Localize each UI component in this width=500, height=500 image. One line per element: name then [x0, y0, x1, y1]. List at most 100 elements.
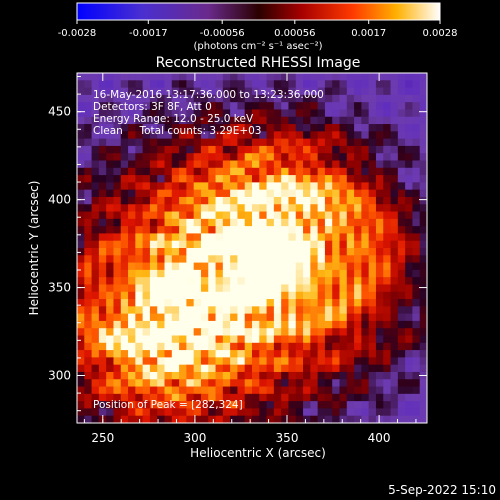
heatmap-cell — [317, 386, 326, 395]
heatmap-cell — [412, 284, 421, 293]
heatmap-cell — [281, 262, 290, 271]
heatmap-cell — [368, 335, 377, 344]
heatmap-cell — [113, 299, 122, 307]
heatmap-cell — [77, 284, 85, 293]
heatmap-cell — [77, 255, 85, 264]
heatmap-cell — [171, 306, 180, 315]
heatmap-cell — [412, 240, 421, 249]
heatmap-cell — [193, 393, 202, 402]
heatmap-cell — [317, 102, 326, 111]
heatmap-cell — [317, 204, 326, 213]
heatmap-cell — [273, 109, 282, 118]
heatmap-cell — [128, 335, 136, 344]
heatmap-cell — [237, 109, 246, 118]
heatmap-cell — [222, 277, 231, 286]
heatmap-cell — [157, 342, 166, 351]
heatmap-cell — [84, 175, 93, 183]
heatmap-cell — [354, 328, 362, 337]
heatmap-cell — [215, 87, 224, 96]
heatmap-cell — [346, 94, 355, 103]
heatmap-cell — [368, 408, 377, 417]
heatmap-cell — [259, 196, 268, 205]
heatmap-cell — [310, 240, 319, 249]
heatmap-cell — [186, 386, 195, 395]
colorbar-unit-label: (photons cm⁻² s⁻¹ asec⁻²) — [193, 41, 322, 52]
heatmap-cell — [324, 357, 333, 366]
heatmap-cell — [237, 248, 246, 256]
heatmap-cell — [317, 255, 326, 264]
heatmap-cell — [273, 131, 282, 140]
heatmap-cell — [383, 94, 392, 103]
heatmap-cell — [98, 94, 107, 103]
heatmap-cell — [142, 284, 151, 293]
heatmap-cell — [252, 167, 260, 176]
heatmap-cell — [361, 138, 370, 147]
heatmap-cell — [361, 328, 370, 337]
heatmap-cell — [252, 153, 260, 162]
heatmap-cell — [346, 233, 355, 242]
heatmap-cell — [215, 145, 224, 154]
heatmap-cell — [281, 87, 290, 96]
heatmap-cell — [295, 335, 304, 344]
heatmap-cell — [149, 313, 158, 322]
heatmap-cell — [135, 153, 144, 162]
heatmap-cell — [98, 226, 107, 235]
heatmap-cell — [200, 393, 209, 402]
heatmap-cell — [120, 196, 129, 205]
heatmap-cell — [346, 299, 355, 307]
heatmap-cell — [310, 102, 319, 111]
heatmap-cell — [412, 269, 421, 278]
heatmap-cell — [230, 167, 239, 176]
heatmap-cell — [324, 342, 333, 351]
heatmap-cell — [179, 364, 187, 373]
heatmap-cell — [375, 350, 384, 358]
heatmap-cell — [259, 291, 268, 300]
heatmap-cell — [244, 415, 253, 423]
heatmap-cell — [361, 408, 370, 417]
heatmap-cell — [98, 124, 107, 132]
heatmap-cell — [405, 167, 414, 176]
heatmap-cell — [375, 124, 384, 132]
heatmap-cell — [397, 306, 406, 315]
heatmap-cell — [149, 350, 158, 358]
heatmap-cell — [230, 116, 239, 125]
heatmap-cell — [164, 371, 173, 380]
heatmap-cell — [91, 131, 100, 140]
heatmap-cell — [259, 233, 268, 242]
heatmap-cell — [324, 386, 333, 395]
heatmap-cell — [230, 335, 239, 344]
heatmap-cell — [200, 233, 209, 242]
heatmap-cell — [91, 320, 100, 329]
heatmap-cell — [332, 233, 341, 242]
heatmap-cell — [266, 357, 275, 366]
heatmap-cell — [259, 386, 268, 395]
heatmap-cell — [375, 204, 384, 213]
heatmap-cell — [397, 277, 406, 286]
heatmap-cell — [91, 124, 100, 132]
heatmap-cell — [383, 269, 392, 278]
heatmap-cell — [113, 248, 122, 256]
heatmap-cell — [164, 145, 173, 154]
heatmap-cell — [98, 116, 107, 125]
heatmap-cell — [164, 350, 173, 358]
heatmap-cell — [317, 211, 326, 220]
heatmap-cell — [98, 350, 107, 358]
heatmap-cell — [142, 160, 151, 169]
heatmap-cell — [266, 379, 275, 388]
heatmap-cell — [361, 357, 370, 366]
heatmap-cell — [252, 211, 260, 220]
heatmap-cell — [237, 124, 246, 132]
heatmap-cell — [339, 291, 348, 300]
heatmap-cell — [273, 313, 282, 322]
heatmap-cell — [281, 277, 290, 286]
heatmap-cell — [397, 131, 406, 140]
heatmap-cell — [215, 196, 224, 205]
heatmap-cell — [106, 291, 115, 300]
heatmap-cell — [375, 357, 384, 366]
heatmap-cell — [266, 153, 275, 162]
heatmap-cell — [91, 357, 100, 366]
heatmap-cell — [179, 240, 187, 249]
heatmap-cell — [84, 357, 93, 366]
heatmap-cell — [98, 204, 107, 213]
heatmap-cell — [273, 415, 282, 423]
